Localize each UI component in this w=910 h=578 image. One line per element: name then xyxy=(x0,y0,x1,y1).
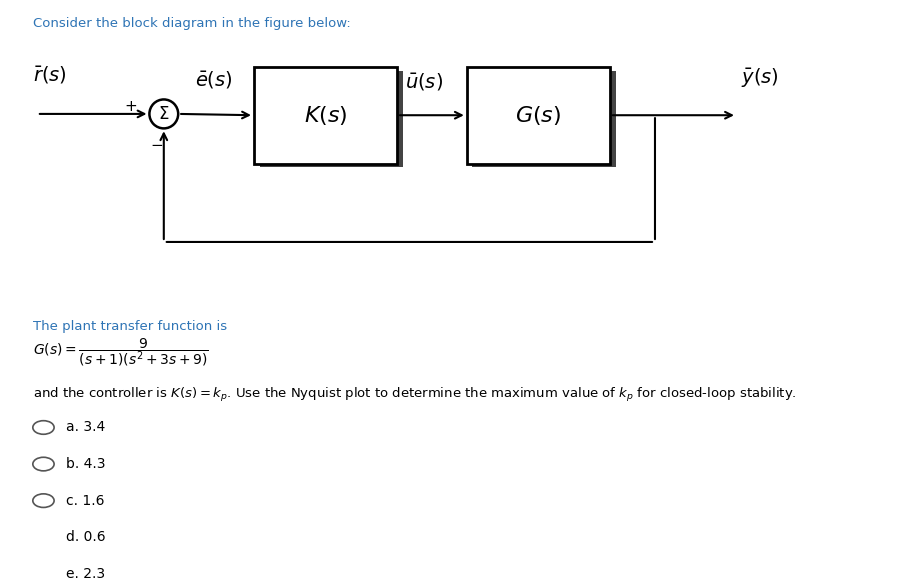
Text: $K(s)$: $K(s)$ xyxy=(304,103,348,127)
Text: +: + xyxy=(125,99,137,114)
Text: and the controller is $K(s) = k_p$. Use the Nyquist plot to determine the maximu: and the controller is $K(s) = k_p$. Use … xyxy=(33,386,796,403)
Bar xyxy=(472,71,616,167)
Text: c. 1.6: c. 1.6 xyxy=(66,494,104,507)
Text: $\bar{u}(s)$: $\bar{u}(s)$ xyxy=(405,71,443,92)
Text: $\bar{y}(s)$: $\bar{y}(s)$ xyxy=(741,66,779,89)
Text: Consider the block diagram in the figure below:: Consider the block diagram in the figure… xyxy=(33,17,350,30)
Text: $\bar{e}(s)$: $\bar{e}(s)$ xyxy=(195,69,232,90)
Text: $\bar{r}(s)$: $\bar{r}(s)$ xyxy=(33,64,66,85)
Text: $G(s)$: $G(s)$ xyxy=(515,103,561,127)
Text: $G(s) = \dfrac{9}{(s+1)(s^2+3s+9)}$: $G(s) = \dfrac{9}{(s+1)(s^2+3s+9)}$ xyxy=(33,336,208,368)
Text: The plant transfer function is: The plant transfer function is xyxy=(33,320,227,334)
Text: e. 2.3: e. 2.3 xyxy=(66,567,105,578)
Text: $-$: $-$ xyxy=(150,136,163,151)
Text: a. 3.4: a. 3.4 xyxy=(66,420,105,435)
Bar xyxy=(254,67,397,164)
Text: b. 4.3: b. 4.3 xyxy=(66,457,105,471)
Text: d. 0.6: d. 0.6 xyxy=(66,530,106,544)
Bar xyxy=(467,67,610,164)
Text: $\Sigma$: $\Sigma$ xyxy=(158,105,169,123)
Bar xyxy=(259,71,403,167)
